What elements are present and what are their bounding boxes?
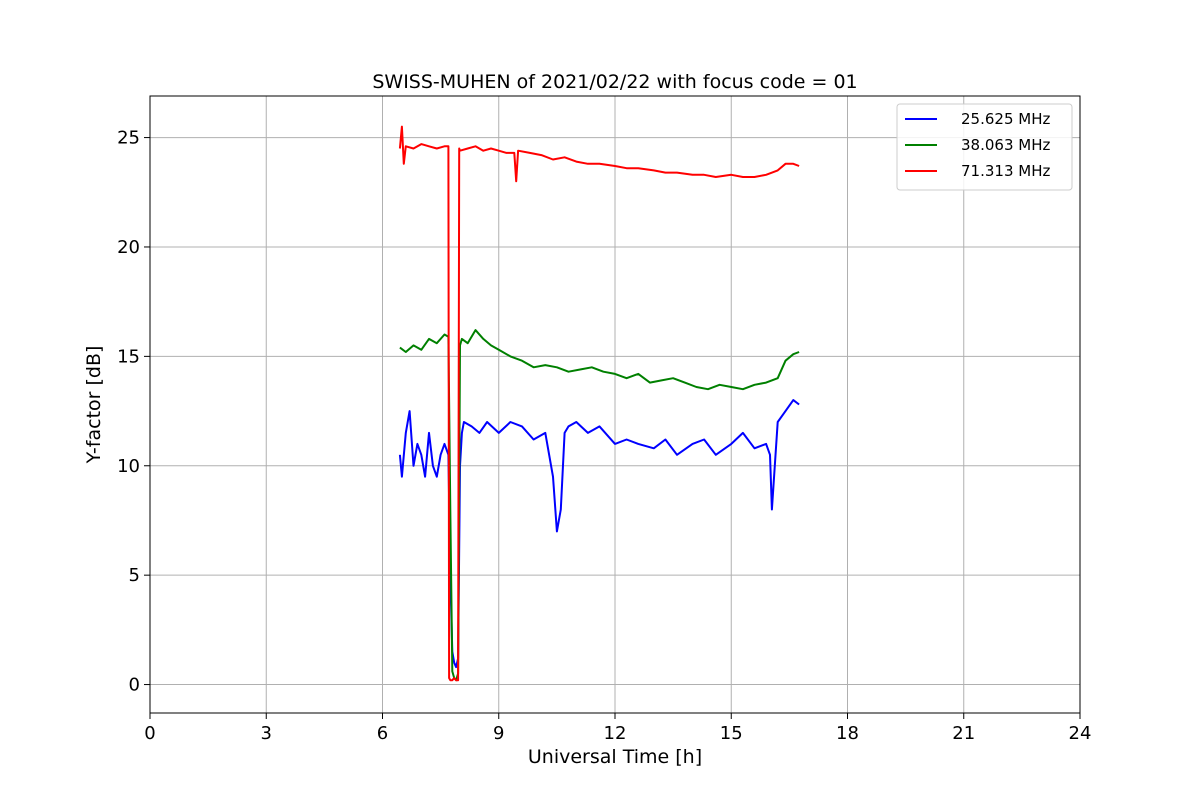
legend-label: 38.063 MHz xyxy=(961,136,1050,154)
x-tick-label: 15 xyxy=(720,723,743,744)
series-line xyxy=(398,399,800,669)
y-tick-label: 0 xyxy=(129,675,140,696)
chart-title: SWISS-MUHEN of 2021/02/22 with focus cod… xyxy=(372,71,857,93)
x-tick-label: 24 xyxy=(1069,723,1092,744)
legend-label: 71.313 MHz xyxy=(961,162,1050,180)
y-tick-label: 20 xyxy=(117,237,140,258)
y-tick-label: 15 xyxy=(117,346,140,367)
y-axis-label: Y-factor [dB] xyxy=(83,346,105,465)
x-tick-label: 6 xyxy=(377,723,388,744)
y-tick-label: 5 xyxy=(129,565,140,586)
series-line xyxy=(398,125,800,682)
x-tick-label: 0 xyxy=(144,723,155,744)
y-tick-label: 10 xyxy=(117,456,140,477)
x-tick-label: 21 xyxy=(952,723,975,744)
legend-box xyxy=(896,103,1073,191)
legend: 25.625 MHz 38.063 MHz 71.313 MHz xyxy=(896,103,1073,191)
x-axis-label: Universal Time [h] xyxy=(528,746,702,768)
legend-label: 25.625 MHz xyxy=(961,110,1050,128)
y-tick-label: 25 xyxy=(117,128,140,149)
x-tick-label: 12 xyxy=(604,723,627,744)
ticks: 0 3 6 9 12 15 18 21 24 0 5 10 15 20 25 xyxy=(117,128,1091,744)
x-tick-label: 3 xyxy=(261,723,272,744)
x-tick-label: 18 xyxy=(836,723,859,744)
x-tick-label: 9 xyxy=(493,723,504,744)
series-group xyxy=(398,125,800,682)
